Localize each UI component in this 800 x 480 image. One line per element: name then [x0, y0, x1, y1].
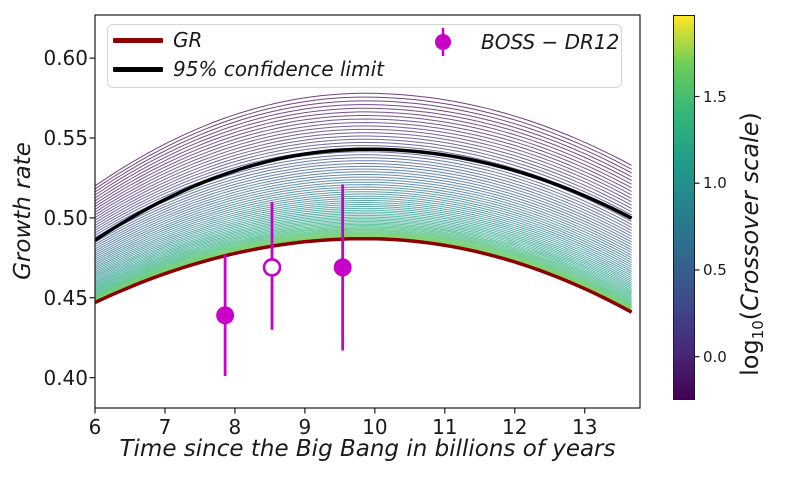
- colorbar-label-close-paren: ): [736, 112, 764, 122]
- gr-curve: [95, 236, 633, 314]
- x-tick-label: 7: [158, 415, 172, 439]
- plot-frame: [94, 14, 641, 409]
- confidence-limit-curve: [95, 147, 633, 242]
- colorbar-label: log10(Crossover scale): [736, 94, 767, 394]
- x-tick-label: 13: [571, 415, 598, 439]
- y-tick-label: 0.55: [43, 126, 88, 150]
- x-tick-label: 11: [432, 415, 458, 439]
- x-tick-label: 10: [362, 415, 388, 439]
- legend: GR 95% confidence limit BOSS − DR12: [107, 24, 622, 88]
- axis-ticks: [89, 57, 700, 414]
- x-tick-label: 9: [298, 415, 312, 439]
- x-tick-label: 8: [228, 415, 242, 439]
- colorbar-tick-label: 0.0: [703, 347, 727, 366]
- boss-dr12-points: [216, 184, 352, 377]
- x-tick-label: 12: [502, 415, 528, 439]
- colorbar-label-open-paren: (: [736, 310, 764, 321]
- modified-gravity-curves: [95, 92, 632, 313]
- y-axis-label: Growth rate: [10, 142, 36, 280]
- colorbar-tick-label: 0.5: [703, 260, 727, 279]
- colorbar-tick-label: 1.0: [703, 174, 727, 193]
- boss-point-3: [333, 258, 352, 277]
- colorbar-label-text: Crossover scale: [736, 121, 764, 311]
- confidence-line-swatch: [113, 67, 163, 72]
- y-tick-label: 0.45: [43, 285, 88, 310]
- legend-label-boss: BOSS − DR12: [481, 30, 620, 54]
- x-tick-label: 6: [88, 415, 102, 439]
- legend-label-confidence: 95% confidence limit: [173, 57, 384, 81]
- boss-errorbar-marker-icon: [435, 28, 451, 56]
- y-tick-label: 0.40: [43, 365, 88, 390]
- gr-line-swatch: [113, 38, 163, 43]
- colorbar-tick-label: 1.5: [703, 87, 727, 106]
- colorbar-label-log: log: [736, 339, 764, 376]
- colorbar-label-subscript: 10: [749, 320, 767, 340]
- y-tick-label: 0.50: [43, 205, 88, 230]
- boss-point-2: [262, 258, 282, 277]
- y-tick-label: 0.60: [43, 46, 88, 71]
- x-axis-label: Time since the Big Bang in billions of y…: [119, 436, 616, 462]
- legend-label-gr: GR: [173, 28, 203, 52]
- colorbar: [673, 15, 695, 400]
- boss-point-1: [216, 306, 235, 325]
